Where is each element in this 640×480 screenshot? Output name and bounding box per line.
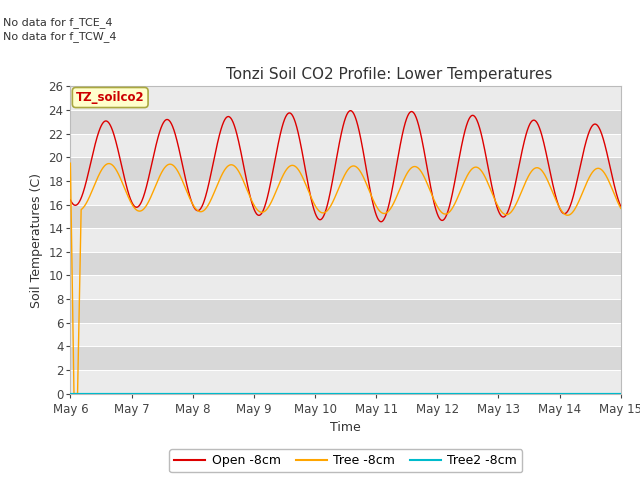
Bar — [70, 299, 621, 323]
Bar — [70, 157, 621, 181]
Text: No data for f_TCE_4: No data for f_TCE_4 — [3, 17, 113, 28]
Bar — [70, 370, 621, 394]
Bar — [70, 86, 621, 110]
Bar — [70, 204, 621, 228]
Bar — [70, 228, 621, 252]
Y-axis label: Soil Temperatures (C): Soil Temperatures (C) — [30, 172, 43, 308]
Bar — [70, 133, 621, 157]
Text: TZ_soilco2: TZ_soilco2 — [76, 91, 145, 104]
Bar — [70, 347, 621, 370]
Bar — [70, 181, 621, 204]
Bar — [70, 110, 621, 133]
Text: No data for f_TCW_4: No data for f_TCW_4 — [3, 31, 116, 42]
Bar — [70, 252, 621, 276]
Title: Tonzi Soil CO2 Profile: Lower Temperatures: Tonzi Soil CO2 Profile: Lower Temperatur… — [227, 68, 553, 83]
Bar — [70, 323, 621, 347]
Legend: Open -8cm, Tree -8cm, Tree2 -8cm: Open -8cm, Tree -8cm, Tree2 -8cm — [169, 449, 522, 472]
X-axis label: Time: Time — [330, 421, 361, 434]
Bar — [70, 276, 621, 299]
